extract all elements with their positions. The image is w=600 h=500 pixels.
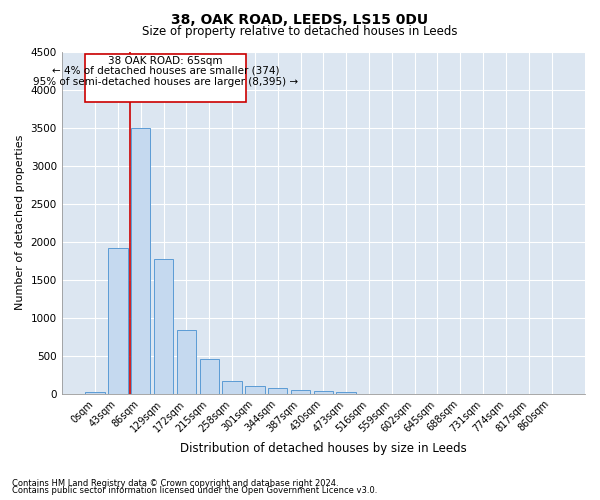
Text: Contains HM Land Registry data © Crown copyright and database right 2024.: Contains HM Land Registry data © Crown c… (12, 478, 338, 488)
Bar (291, 390, 310, 394)
Bar (337, 392, 356, 394)
Bar (314, 391, 333, 394)
Bar (131, 128, 151, 394)
Text: 95% of semi-detached houses are larger (8,395) →: 95% of semi-detached houses are larger (… (33, 77, 298, 87)
Bar (268, 388, 287, 394)
Bar (245, 386, 265, 394)
Y-axis label: Number of detached properties: Number of detached properties (15, 135, 25, 310)
Text: 38, OAK ROAD, LEEDS, LS15 0DU: 38, OAK ROAD, LEEDS, LS15 0DU (172, 12, 428, 26)
Bar (108, 248, 128, 394)
Bar (223, 382, 242, 394)
Text: ← 4% of detached houses are smaller (374): ← 4% of detached houses are smaller (374… (52, 66, 279, 76)
X-axis label: Distribution of detached houses by size in Leeds: Distribution of detached houses by size … (180, 442, 467, 455)
Text: Contains public sector information licensed under the Open Government Licence v3: Contains public sector information licen… (12, 486, 377, 495)
Text: 38 OAK ROAD: 65sqm: 38 OAK ROAD: 65sqm (108, 56, 223, 66)
Bar (85, 54, 246, 102)
Bar (177, 330, 196, 394)
Bar (200, 359, 219, 394)
Bar (154, 259, 173, 394)
Text: Size of property relative to detached houses in Leeds: Size of property relative to detached ho… (142, 25, 458, 38)
Bar (85, 392, 105, 394)
